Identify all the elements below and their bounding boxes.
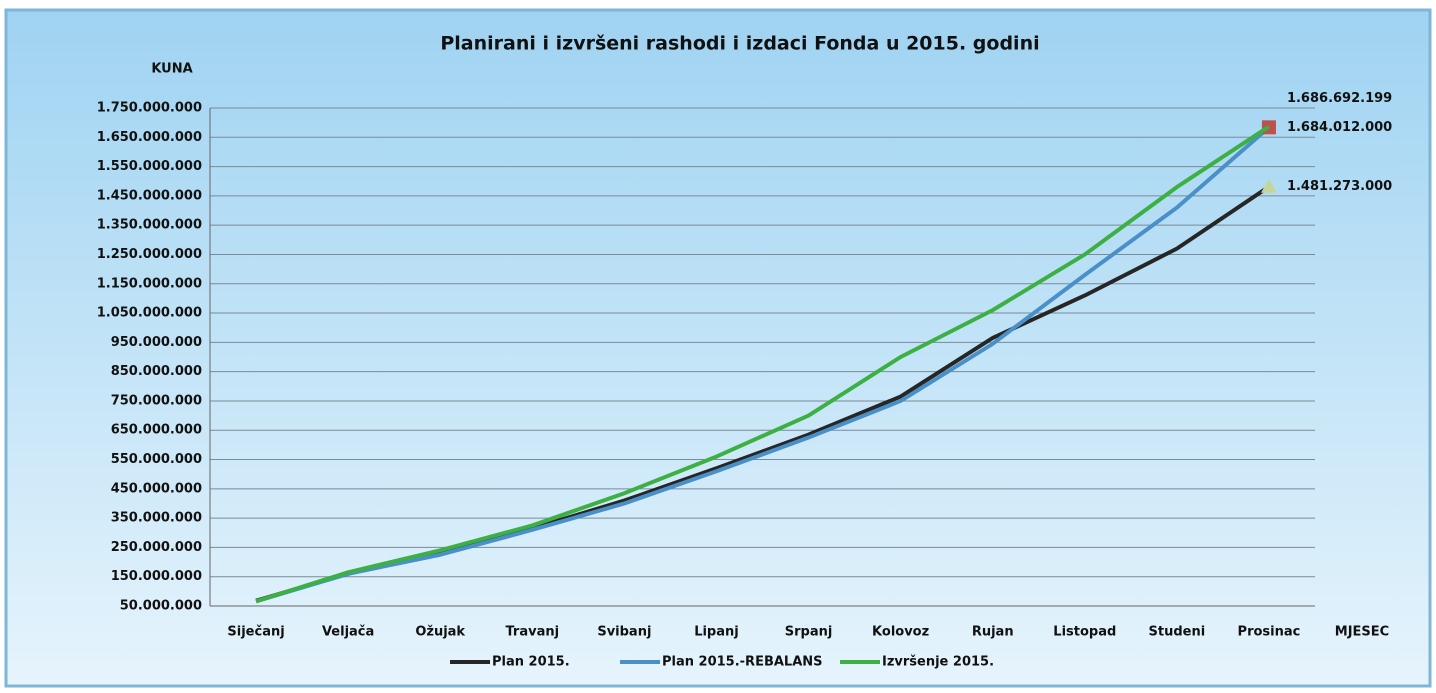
marker bbox=[1260, 178, 1277, 193]
y-tick-label: 550.000.000 bbox=[111, 452, 202, 467]
x-tick-label: Kolovoz bbox=[872, 625, 929, 640]
y-tick-label: 1.650.000.000 bbox=[97, 130, 202, 145]
y-tick-label: 1.750.000.000 bbox=[97, 101, 202, 116]
y-tick-label: 850.000.000 bbox=[111, 364, 202, 379]
x-tick-label: Srpanj bbox=[785, 625, 833, 640]
legend-label: Izvršenje 2015. bbox=[882, 655, 994, 670]
x-tick-label: Studeni bbox=[1149, 625, 1206, 640]
y-tick-label: 250.000.000 bbox=[111, 540, 202, 555]
x-tick-label: Lipanj bbox=[694, 625, 739, 640]
chart-title: Planirani i izvršeni rashodi i izdaci Fo… bbox=[440, 33, 1039, 55]
data-label: 1.684.012.000 bbox=[1287, 120, 1392, 135]
y-tick-label: 1.150.000.000 bbox=[97, 276, 202, 291]
y-tick-label: 150.000.000 bbox=[111, 569, 202, 584]
y-tick-label: 1.350.000.000 bbox=[97, 218, 202, 233]
y-tick-label: 750.000.000 bbox=[111, 393, 202, 408]
x-tick-label: Travanj bbox=[505, 625, 559, 640]
y-axis-label: KUNA bbox=[151, 62, 192, 77]
data-label: 1.686.692.199 bbox=[1287, 91, 1392, 106]
y-tick-label: 350.000.000 bbox=[111, 511, 202, 526]
x-tick-label: Listopad bbox=[1053, 625, 1116, 640]
y-tick-label: 1.050.000.000 bbox=[97, 306, 202, 321]
legend-label: Plan 2015.-REBALANS bbox=[662, 655, 823, 670]
y-tick-label: 650.000.000 bbox=[111, 423, 202, 438]
x-axis-label: MJESEC bbox=[1335, 625, 1389, 640]
y-tick-label: 450.000.000 bbox=[111, 481, 202, 496]
x-tick-label: Rujan bbox=[972, 625, 1014, 640]
x-tick-label: Veljača bbox=[322, 625, 374, 640]
x-tick-label: Prosinac bbox=[1238, 625, 1301, 640]
x-tick-label: Siječanj bbox=[227, 625, 284, 640]
y-tick-label: 50.000.000 bbox=[120, 599, 202, 614]
y-tick-label: 950.000.000 bbox=[111, 335, 202, 350]
legend-label: Plan 2015. bbox=[492, 655, 570, 670]
y-tick-label: 1.250.000.000 bbox=[97, 247, 202, 262]
y-tick-label: 1.450.000.000 bbox=[97, 188, 202, 203]
line-series bbox=[255, 125, 1271, 604]
y-tick-label: 1.550.000.000 bbox=[97, 159, 202, 174]
data-label: 1.481.273.000 bbox=[1287, 179, 1392, 194]
x-tick-label: Svibanj bbox=[597, 625, 651, 640]
background bbox=[4, 8, 1432, 688]
x-tick-label: Ožujak bbox=[415, 625, 465, 640]
line-series bbox=[255, 124, 1271, 604]
